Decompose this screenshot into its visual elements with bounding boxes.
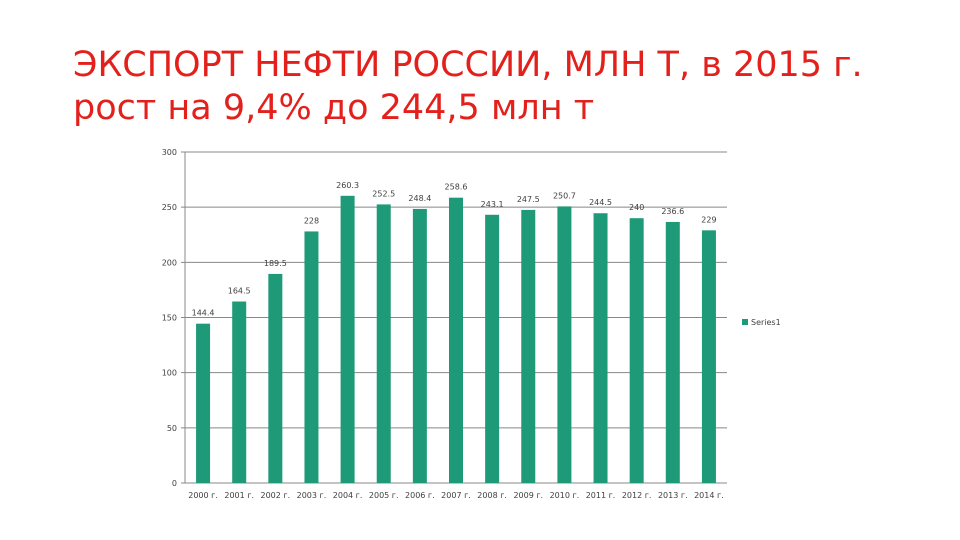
bar bbox=[304, 231, 319, 483]
data-label: 258.6 bbox=[445, 183, 468, 192]
data-label: 236.6 bbox=[661, 207, 684, 216]
x-tick-label: 2005 г. bbox=[369, 491, 399, 500]
data-label: 248.4 bbox=[408, 194, 431, 203]
bar bbox=[449, 197, 463, 484]
bar bbox=[485, 214, 500, 483]
y-tick-label: 200 bbox=[162, 258, 177, 267]
bar bbox=[629, 218, 644, 483]
x-tick-label: 2011 г. bbox=[586, 491, 616, 500]
data-label: 144.4 bbox=[192, 309, 215, 318]
x-tick-label: 2014 г. bbox=[694, 491, 724, 500]
data-label: 252.5 bbox=[372, 189, 395, 198]
x-tick-label: 2008 г. bbox=[477, 491, 507, 500]
data-label: 247.5 bbox=[517, 195, 540, 204]
bar bbox=[593, 213, 608, 484]
x-tick-label: 2003 г. bbox=[297, 491, 327, 500]
data-label: 240 bbox=[629, 203, 644, 212]
x-tick-label: 2012 г. bbox=[622, 491, 652, 500]
bar bbox=[665, 221, 680, 483]
x-tick-label: 2013 г. bbox=[658, 491, 688, 500]
bar bbox=[557, 206, 572, 483]
bar bbox=[521, 209, 536, 484]
bar bbox=[412, 208, 427, 483]
x-tick-label: 2000 г. bbox=[188, 491, 218, 500]
x-tick-label: 2006 г. bbox=[405, 491, 435, 500]
bar bbox=[701, 230, 716, 483]
x-tick-label: 2010 г. bbox=[550, 491, 580, 500]
bar bbox=[232, 301, 247, 483]
data-label: 250.7 bbox=[553, 191, 576, 200]
x-tick-label: 2004 г. bbox=[333, 491, 363, 500]
data-label: 164.5 bbox=[228, 287, 251, 296]
y-tick-label: 300 bbox=[162, 148, 177, 157]
data-label: 229 bbox=[701, 215, 716, 224]
bar bbox=[340, 195, 355, 483]
y-tick-label: 150 bbox=[162, 314, 177, 323]
y-tick-label: 100 bbox=[162, 369, 177, 378]
data-label: 260.3 bbox=[336, 181, 359, 190]
data-label: 244.5 bbox=[589, 198, 612, 207]
y-tick-label: 250 bbox=[162, 203, 177, 212]
x-tick-label: 2002 г. bbox=[261, 491, 291, 500]
title-line: ЭКСПОРТ НЕФТИ РОССИИ, МЛН Т, в 2015 г. bbox=[73, 45, 863, 85]
x-tick-label: 2009 г. bbox=[513, 491, 543, 500]
x-tick-label: 2007 г. bbox=[441, 491, 471, 500]
legend-swatch bbox=[742, 319, 748, 325]
bar bbox=[268, 273, 283, 483]
y-tick-label: 0 bbox=[172, 479, 177, 488]
x-tick-label: 2001 г. bbox=[224, 491, 254, 500]
legend-label: Series1 bbox=[751, 318, 781, 327]
title-line: рост на 9,4% до 244,5 млн т bbox=[73, 88, 594, 128]
bar bbox=[196, 323, 211, 483]
data-label: 243.1 bbox=[481, 200, 504, 209]
data-label: 189.5 bbox=[264, 259, 287, 268]
data-label: 228 bbox=[304, 216, 319, 225]
y-tick-label: 50 bbox=[167, 424, 177, 433]
bar bbox=[376, 204, 391, 484]
